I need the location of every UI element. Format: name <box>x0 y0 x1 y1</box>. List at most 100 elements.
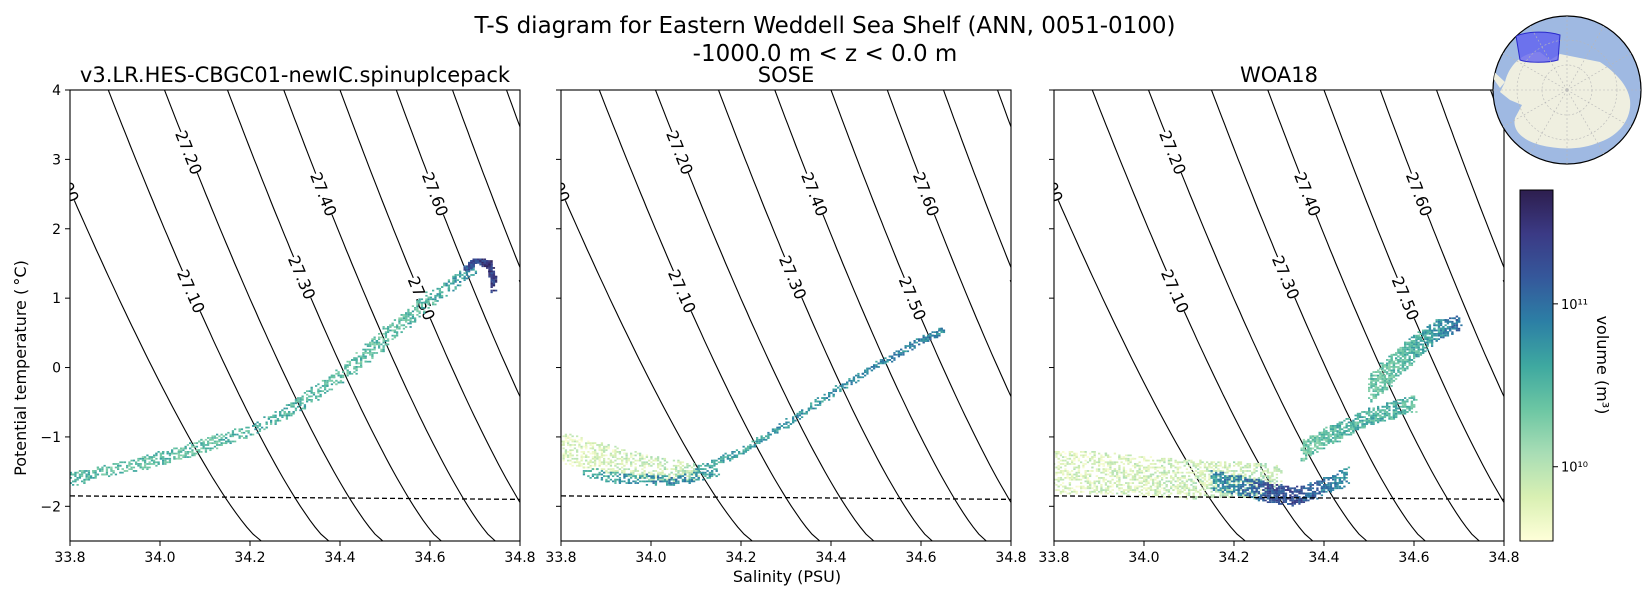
heatmap-cell <box>1080 482 1082 484</box>
heatmap-cell <box>653 470 655 472</box>
heatmap-cell <box>173 456 175 458</box>
heatmap-cell <box>1168 458 1170 460</box>
heatmap-cell <box>353 366 355 368</box>
heatmap-cell <box>1195 470 1197 472</box>
heatmap-cell <box>1199 489 1201 491</box>
heatmap-cell <box>1148 467 1150 469</box>
heatmap-cell <box>612 455 614 457</box>
heatmap-cell <box>441 291 443 293</box>
heatmap-cell <box>1323 477 1325 479</box>
heatmap-cell <box>356 352 358 354</box>
heatmap-cell <box>900 352 902 354</box>
heatmap-cell <box>259 430 261 432</box>
heatmap-cell <box>1190 460 1192 462</box>
heatmap-cell <box>1316 484 1318 486</box>
heatmap-cell <box>677 461 679 463</box>
heatmap-cell <box>790 423 792 425</box>
heatmap-cell <box>675 475 677 477</box>
heatmap-cell <box>675 465 677 467</box>
heatmap-cell <box>1249 487 1251 489</box>
heatmap-cell <box>776 432 778 434</box>
heatmap-cell <box>182 455 184 457</box>
heatmap-cell <box>306 390 308 392</box>
heatmap-cell <box>716 460 718 462</box>
heatmap-cell <box>189 456 191 458</box>
heatmap-cell <box>1188 489 1190 491</box>
heatmap-cell <box>1285 500 1287 502</box>
heatmap-cell <box>1114 463 1116 465</box>
heatmap-cell <box>299 397 301 399</box>
heatmap-cell <box>398 326 400 328</box>
heatmap-cell <box>1134 486 1136 488</box>
heatmap-cell <box>428 297 430 299</box>
heatmap-cell <box>893 352 895 354</box>
heatmap-cell <box>1136 486 1138 488</box>
heatmap-cell <box>682 461 684 463</box>
heatmap-cell <box>1310 484 1312 486</box>
heatmap-cell <box>1312 487 1314 489</box>
heatmap-cell <box>279 420 281 422</box>
heatmap-cell <box>693 477 695 479</box>
heatmap-cell <box>1220 494 1222 496</box>
heatmap-cell <box>149 467 151 469</box>
heatmap-cell <box>1179 486 1181 488</box>
heatmap-cell <box>603 455 605 457</box>
heatmap-cell <box>603 460 605 462</box>
heatmap-cell <box>704 474 706 476</box>
heatmap-cell <box>1238 487 1240 489</box>
heatmap-cell <box>311 396 313 398</box>
heatmap-cell <box>605 470 607 472</box>
heatmap-cell <box>635 477 637 479</box>
heatmap-cell <box>601 470 603 472</box>
panel-title: SOSE <box>758 63 814 87</box>
heatmap-cell <box>299 404 301 406</box>
x-tick-label: 33.8 <box>545 550 576 566</box>
heatmap-cell <box>83 470 85 472</box>
heatmap-cell <box>1253 477 1255 479</box>
heatmap-cell <box>295 408 297 410</box>
heatmap-cell <box>374 337 376 339</box>
heatmap-cell <box>801 411 803 413</box>
heatmap-cell <box>585 446 587 448</box>
heatmap-cell <box>1269 475 1271 477</box>
heatmap-cell <box>1132 477 1134 479</box>
heatmap-cell <box>470 262 472 264</box>
heatmap-cell <box>864 370 866 372</box>
heatmap-cell <box>1274 494 1276 496</box>
heatmap-cell <box>1301 487 1303 489</box>
heatmap-cell <box>380 344 382 346</box>
heatmap-cell <box>1249 484 1251 486</box>
heatmap-cell <box>1141 482 1143 484</box>
heatmap-cell <box>1231 491 1233 493</box>
heatmap-cell <box>680 475 682 477</box>
heatmap-cell <box>1231 474 1233 476</box>
heatmap-cell <box>358 356 360 358</box>
heatmap-cell <box>1105 482 1107 484</box>
heatmap-cell <box>1127 455 1129 457</box>
heatmap-cell <box>1224 479 1226 481</box>
heatmap-cell <box>434 295 436 297</box>
heatmap-cell <box>639 481 641 483</box>
heatmap-cell <box>378 338 380 340</box>
heatmap-cell <box>448 290 450 292</box>
heatmap-cell <box>1139 491 1141 493</box>
heatmap-cell <box>626 458 628 460</box>
heatmap-cell <box>830 392 832 394</box>
heatmap-cell <box>1247 463 1249 465</box>
heatmap-cell <box>594 474 596 476</box>
heatmap-cell <box>333 376 335 378</box>
heatmap-cell <box>1283 491 1285 493</box>
heatmap-cell <box>378 333 380 335</box>
heatmap-cell <box>1141 472 1143 474</box>
heatmap-cell <box>905 350 907 352</box>
heatmap-cell <box>1289 500 1291 502</box>
heatmap-cell <box>641 481 643 483</box>
heatmap-cell <box>1058 461 1060 463</box>
heatmap-cell <box>590 470 592 472</box>
heatmap-cell <box>488 269 490 271</box>
heatmap-cell <box>621 481 623 483</box>
heatmap-cell <box>803 413 805 415</box>
heatmap-cell <box>569 437 571 439</box>
heatmap-cell <box>419 312 421 314</box>
heatmap-cell <box>1121 472 1123 474</box>
